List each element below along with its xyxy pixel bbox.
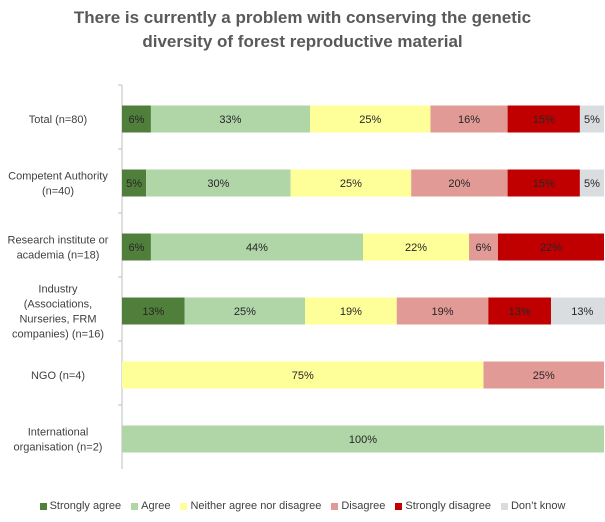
data-label: 15% bbox=[533, 114, 555, 126]
data-label: 13% bbox=[509, 306, 531, 318]
bar-segment bbox=[184, 297, 306, 325]
legend-item: Neither agree nor disagree bbox=[180, 500, 321, 512]
data-label: 15% bbox=[533, 178, 555, 190]
bar-segment bbox=[122, 425, 604, 453]
category-label: Total (n=80) bbox=[29, 114, 87, 126]
data-label: 100% bbox=[349, 434, 377, 446]
data-label: 5% bbox=[126, 178, 142, 190]
category-label: Research institute or academia (n=18) bbox=[8, 235, 109, 262]
bar-segment bbox=[309, 105, 431, 133]
legend-label: Agree bbox=[141, 500, 171, 512]
legend-swatch bbox=[395, 502, 403, 510]
legend-swatch bbox=[39, 502, 47, 510]
bar-segment bbox=[150, 233, 363, 261]
bar-segment bbox=[122, 361, 484, 389]
legend-label: Strongly agree bbox=[49, 500, 122, 512]
data-label: 20% bbox=[448, 178, 470, 190]
chart-title: There is currently a problem with conser… bbox=[0, 6, 605, 54]
data-label: 33% bbox=[219, 114, 241, 126]
data-label: 13% bbox=[142, 306, 164, 318]
bar-segment bbox=[396, 297, 489, 325]
data-label: 75% bbox=[292, 370, 314, 382]
bar-segment bbox=[497, 233, 604, 261]
legend-label: Don’t know bbox=[510, 500, 566, 512]
legend-label: Strongly disagree bbox=[405, 500, 491, 512]
data-label: 5% bbox=[584, 114, 600, 126]
chart-title-line-2: diversity of forest reproductive materia… bbox=[142, 32, 463, 51]
category-label: Industry (Associations, Nurseries, FRM comp… bbox=[12, 284, 104, 341]
data-label: 6% bbox=[476, 242, 492, 254]
legend-swatch bbox=[500, 502, 508, 510]
bar-segment bbox=[469, 233, 498, 261]
legend-item: Strongly disagree bbox=[395, 500, 491, 512]
bar-segment bbox=[122, 169, 147, 197]
data-label: 25% bbox=[359, 114, 381, 126]
legend-item: Strongly agree bbox=[39, 500, 122, 512]
bar-segment bbox=[122, 233, 151, 261]
category-label: International organisation (n=2) bbox=[14, 427, 103, 454]
data-label: 19% bbox=[340, 306, 362, 318]
data-label: 13% bbox=[571, 306, 593, 318]
data-label: 22% bbox=[540, 242, 562, 254]
bar-segment bbox=[122, 105, 151, 133]
bar-segment bbox=[305, 297, 397, 325]
data-label: 25% bbox=[234, 306, 256, 318]
data-label: 44% bbox=[246, 242, 268, 254]
bar-segment bbox=[290, 169, 412, 197]
chart-title-line-1: There is currently a problem with conser… bbox=[73, 8, 532, 27]
bar-segment bbox=[579, 105, 604, 133]
bar-segment bbox=[146, 169, 291, 197]
legend-item: Don’t know bbox=[500, 500, 566, 512]
bar-segment bbox=[122, 297, 185, 325]
bar-segment bbox=[430, 105, 508, 133]
legend-swatch bbox=[331, 502, 339, 510]
category-label: Competent Authority (n=40) bbox=[8, 171, 108, 198]
data-label: 5% bbox=[584, 178, 600, 190]
data-label: 25% bbox=[533, 370, 555, 382]
category-label: NGO (n=4) bbox=[31, 370, 85, 382]
bar-segment bbox=[483, 361, 604, 389]
data-label: 6% bbox=[129, 114, 145, 126]
bar-segment bbox=[411, 169, 508, 197]
bar-segment bbox=[507, 169, 580, 197]
legend-item: Disagree bbox=[331, 500, 385, 512]
data-label: 22% bbox=[405, 242, 427, 254]
data-label: 6% bbox=[129, 242, 145, 254]
legend-swatch bbox=[131, 502, 139, 510]
legend-swatch bbox=[180, 502, 188, 510]
chart-legend: Strongly agree Agree Neither agree nor dis… bbox=[0, 500, 605, 512]
data-label: 16% bbox=[458, 114, 480, 126]
bar-segment bbox=[363, 233, 470, 261]
bar-segment bbox=[507, 105, 580, 133]
bar-segment bbox=[579, 169, 604, 197]
bar-segment bbox=[150, 105, 310, 133]
stacked-bar-chart: Total (n=80) 6% 33% 25% 16% 15% 5% Competent Au… bbox=[8, 84, 605, 469]
data-label: 19% bbox=[432, 306, 454, 318]
legend-label: Disagree bbox=[341, 500, 386, 512]
legend-label: Neither agree nor disagree bbox=[190, 500, 322, 512]
legend-item: Agree bbox=[131, 500, 170, 512]
bar-segment bbox=[550, 297, 605, 325]
data-label: 25% bbox=[340, 178, 362, 190]
bar-segment bbox=[488, 297, 551, 325]
data-label: 30% bbox=[207, 178, 229, 190]
